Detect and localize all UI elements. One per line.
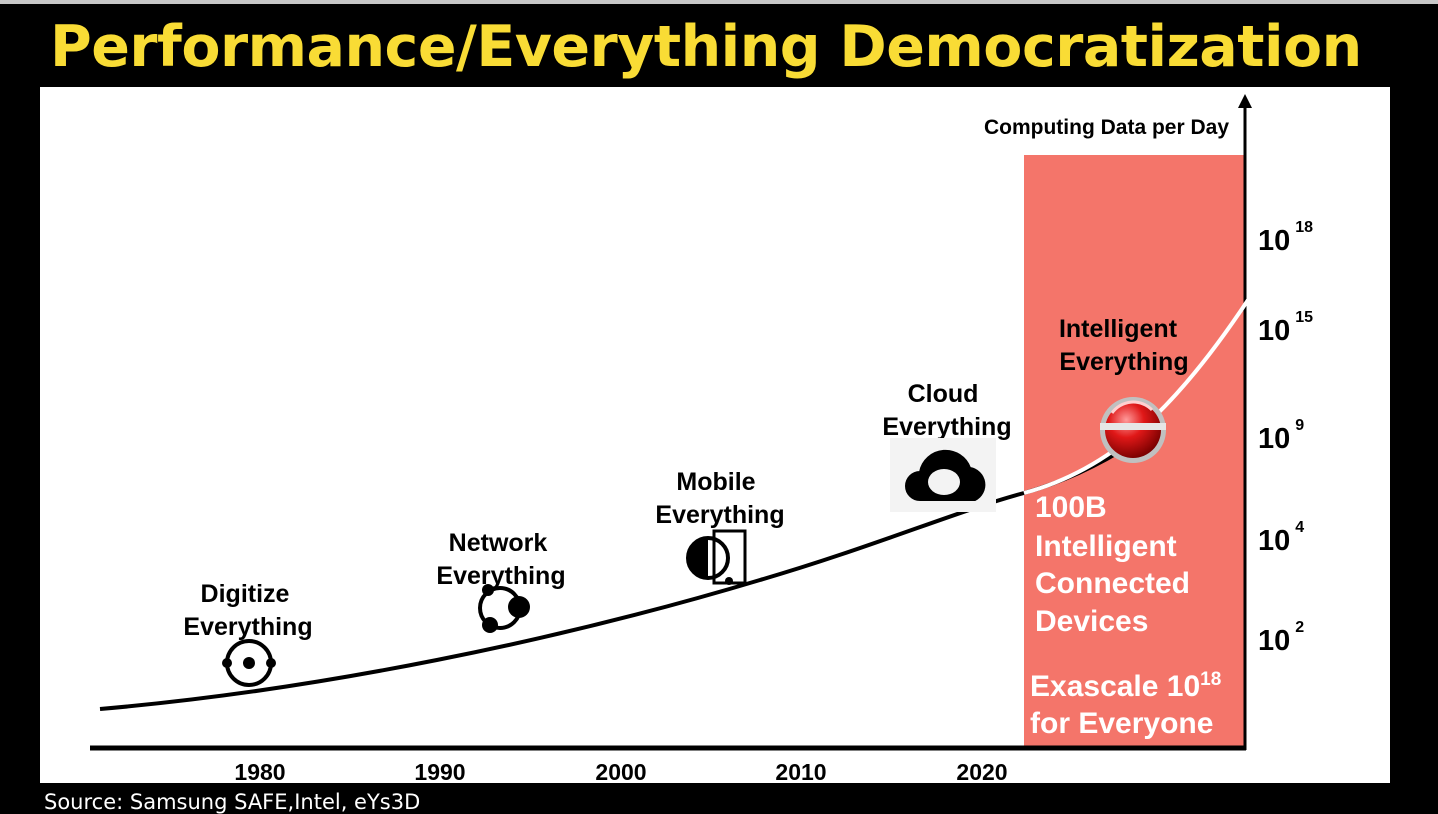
top-border — [0, 0, 1438, 4]
era-label-line2: Everything — [655, 501, 784, 529]
era-label-line2: Everything — [1059, 348, 1188, 376]
source-note: Source: Samsung SAFE,Intel, eYs3D — [44, 790, 421, 814]
exascale-label: Exascale 10 — [1030, 670, 1200, 703]
y-tick-1e4: 10 4 — [1258, 519, 1304, 557]
era-label-line1: Network — [449, 529, 548, 557]
era-label-line1: Digitize — [201, 580, 290, 608]
era-label-network: Network Everything — [436, 529, 565, 590]
exascale-exponent: 18 — [1200, 669, 1221, 690]
era-label-line1: Intelligent — [1059, 315, 1178, 343]
mobile-icon — [686, 529, 747, 585]
highlight-line: 100B — [1035, 491, 1107, 524]
y-tick-1e2: 10 2 — [1258, 619, 1304, 657]
x-tick-2010: 2010 — [775, 759, 826, 785]
growth-curve-black — [99, 491, 1025, 711]
x-tick-2020: 2020 — [956, 759, 1007, 785]
x-tick-labels: 1980 1990 2000 2010 2020 — [234, 759, 1007, 785]
y-axis-arrow — [1238, 94, 1252, 108]
exascale-line1: Exascale 1018 — [1030, 669, 1221, 703]
era-label-line2: Everything — [882, 413, 1011, 441]
era-label-line1: Mobile — [676, 468, 755, 496]
x-tick-1980: 1980 — [234, 759, 285, 785]
highlight-exascale-text: Exascale 1018 for Everyone — [1030, 669, 1221, 740]
y-tick-1e18: 10 18 — [1258, 219, 1313, 257]
era-label-line2: Everything — [436, 562, 565, 590]
era-label-digitize: Digitize Everything — [183, 580, 312, 641]
era-label-line2: Everything — [183, 613, 312, 641]
y-tick-labels: 10 2 10 4 10 9 10 15 10 18 — [1258, 219, 1313, 657]
era-label-cloud: Cloud Everything — [882, 380, 1011, 441]
exascale-line2: for Everyone — [1030, 707, 1213, 740]
y-axis-label: Computing Data per Day — [984, 116, 1229, 139]
page-title: Performance/Everything Democratization — [50, 14, 1362, 80]
y-tick-1e15: 10 15 — [1258, 309, 1313, 347]
highlight-devices-text: 100B Intelligent Connected Devices — [1035, 491, 1190, 638]
cloud-icon — [890, 438, 996, 512]
digitize-icon — [222, 639, 276, 687]
y-tick-1e9: 10 9 — [1258, 417, 1304, 455]
era-label-mobile: Mobile Everything — [655, 468, 784, 529]
highlight-line: Connected — [1035, 567, 1190, 600]
x-tick-1990: 1990 — [414, 759, 465, 785]
era-label-line1: Cloud — [908, 380, 979, 408]
era-label-intelligent: Intelligent Everything — [1059, 315, 1189, 376]
x-tick-2000: 2000 — [595, 759, 646, 785]
highlight-line: Devices — [1035, 605, 1148, 638]
intelligent-sphere-icon — [1100, 397, 1166, 463]
network-icon — [478, 584, 530, 633]
highlight-line: Intelligent — [1035, 530, 1177, 563]
